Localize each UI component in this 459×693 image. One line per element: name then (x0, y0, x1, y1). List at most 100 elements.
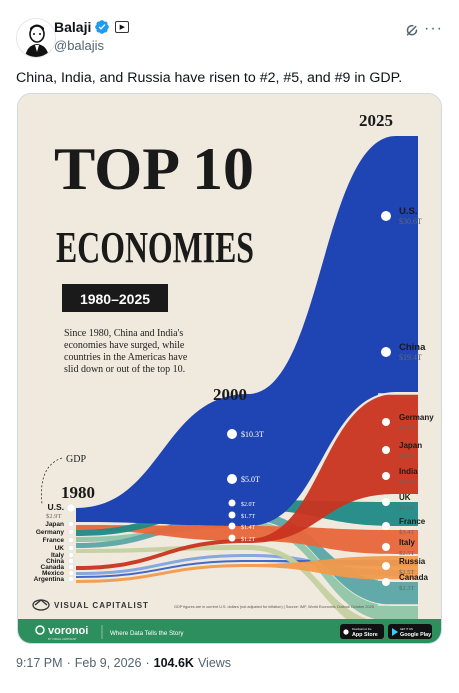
flow-ribbon-france (76, 521, 418, 622)
left-us-value: $2.9T (46, 513, 61, 520)
mid-value-label: $2.0T (241, 501, 256, 508)
footnote: GDP figures are in current U.S. dollars … (174, 605, 374, 609)
flag-icon (228, 534, 236, 542)
views-count[interactable]: 104.6K (153, 656, 194, 670)
flag-icon (68, 537, 74, 543)
tweet-date[interactable]: Feb 9, 2026 (74, 656, 142, 670)
flag-icon (382, 562, 390, 570)
tweet-time[interactable]: 9:17 PM (16, 656, 63, 670)
flag-icon (68, 529, 74, 535)
mid-value-label: $1.7T (241, 513, 256, 520)
flag-icon (382, 472, 390, 480)
flow-ribbon-china (76, 394, 418, 570)
infographic-title-line1: TOP 10 (54, 136, 254, 202)
app-store-label: App Store (352, 632, 378, 638)
description-line: Since 1980, China and India's (64, 328, 183, 339)
avatar[interactable] (16, 18, 56, 58)
left-country-label: UK (55, 545, 65, 552)
mid-value-label: $5.0T (241, 475, 260, 484)
description-line: economies have surged, while (64, 340, 185, 351)
infographic: TOP 10 ECONOMIES 1980–2025 Since 1980, C… (18, 94, 441, 643)
voronoi-brand: voronoi (48, 625, 88, 637)
more-options-icon[interactable]: ··· (424, 20, 443, 37)
tweet-header: Balaji ▶ @balajis ··· (16, 18, 443, 58)
left-country-label: China (46, 558, 64, 565)
voronoi-tagline: Where Data Tells the Story (110, 630, 184, 637)
flag-icon (382, 543, 390, 551)
right-country-value: $30.6T (399, 217, 422, 226)
right-country-name: U.S. (399, 206, 417, 217)
right-country-value: $4.0T (399, 505, 414, 512)
right-country-name: India (399, 467, 418, 476)
right-country-value: $4.1T (399, 479, 414, 486)
google-play-icon (392, 628, 398, 636)
flag-icon (68, 576, 74, 582)
flag-icon (382, 418, 390, 426)
affiliation-badge-icon[interactable]: ▶ (115, 21, 130, 33)
flag-icon (381, 347, 391, 357)
year-2000-label: 2000 (213, 385, 247, 404)
right-country-value: $2.5T (399, 569, 414, 576)
flag-icon (68, 521, 74, 527)
gdp-arrow (41, 457, 63, 505)
flag-icon (228, 499, 236, 507)
left-country-label: Canada (41, 564, 65, 571)
tweet-meta: 9:17 PM · Feb 9, 2026 · 104.6K Views (16, 656, 231, 670)
flow-ribbon-india (76, 556, 418, 583)
flag-icon (68, 564, 74, 570)
infographic-title-line2: ECONOMIES (56, 223, 254, 272)
description: Since 1980, China and India's economies … (64, 328, 188, 375)
flag-icon (68, 545, 74, 551)
right-country-name: China (399, 342, 426, 353)
right-country-value: $4.3T (399, 453, 414, 460)
gdp-label: GDP (66, 454, 86, 465)
right-country-name: UK (399, 493, 411, 502)
mid-value-label: $1.4T (241, 524, 256, 531)
right-country-value: $2.5T (399, 550, 414, 557)
flag-icon (227, 429, 237, 439)
voronoi-logo-icon (35, 625, 45, 635)
flag-icon (68, 570, 74, 576)
tweet-image[interactable]: TOP 10 ECONOMIES 1980–2025 Since 1980, C… (17, 93, 442, 644)
visual-capitalist-logo (32, 599, 50, 611)
tweet-text: China, India, and Russia have risen to #… (16, 70, 403, 86)
years-badge-text: 1980–2025 (80, 291, 150, 307)
right-country-name: France (399, 517, 426, 526)
voronoi-sub: BY VISUAL CAPITALIST (48, 637, 77, 641)
flag-icon (68, 552, 74, 558)
right-country-name: Canada (399, 573, 428, 582)
right-country-value: $3.4T (399, 529, 414, 536)
left-country-label: U.S. (47, 502, 64, 512)
grok-icon[interactable] (403, 22, 421, 40)
flow-ribbons (76, 136, 418, 637)
meta-separator: · (145, 656, 150, 670)
user-handle[interactable]: @balajis (54, 38, 105, 53)
flag-icon (227, 474, 237, 484)
display-name[interactable]: Balaji (54, 19, 92, 35)
meta-separator: · (66, 656, 71, 670)
mid-value-label: $1.2T (241, 536, 256, 543)
mid-value-markers: $10.3T $5.0T $2.0T $1.7T $1.4T $1.2T (227, 429, 264, 543)
brand-name: VISUAL CAPITALIST (54, 601, 149, 610)
flag-icon (66, 503, 76, 513)
google-play-button (388, 624, 432, 639)
google-play-top: GET IT ON (400, 627, 413, 631)
left-country-label: Italy (51, 552, 64, 559)
right-country-name: Italy (399, 538, 416, 547)
right-country-labels: U.S.$30.6T China$19.4T Germany $5.0T Japan $4… (381, 206, 434, 592)
left-country-label: Argentina (34, 576, 65, 583)
flag-icon (228, 511, 236, 519)
right-country-name: Russia (399, 557, 426, 566)
right-country-value: $2.3T (399, 585, 414, 592)
right-country-name: Germany (399, 413, 434, 422)
right-country-value: $5.0T (399, 425, 414, 432)
mid-value-label: $10.3T (241, 430, 264, 439)
google-play-label: Google Play (400, 632, 431, 638)
description-line: slid down or out of the top 10. (64, 364, 185, 375)
flag-icon (381, 211, 391, 221)
flag-icon (228, 522, 236, 530)
left-country-label: Mexico (42, 570, 64, 577)
left-country-label: Japan (45, 521, 64, 528)
flag-icon (382, 498, 390, 506)
apple-icon (343, 629, 349, 635)
